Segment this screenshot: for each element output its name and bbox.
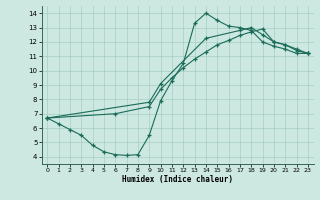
X-axis label: Humidex (Indice chaleur): Humidex (Indice chaleur) [122, 175, 233, 184]
